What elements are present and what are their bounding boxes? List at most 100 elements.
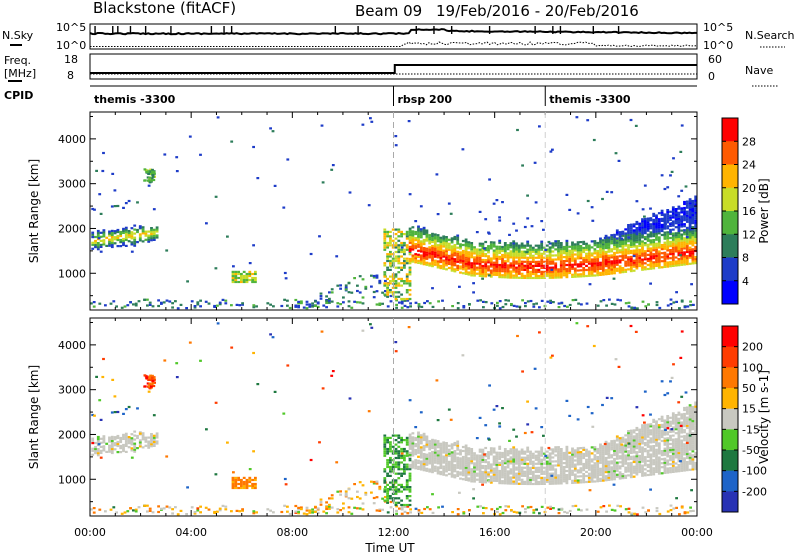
velocity-cell [240,486,243,490]
velocity-cell [386,461,389,464]
power-cell [124,234,128,237]
velocity-cell [102,435,106,438]
power-cell [391,257,395,260]
velocity-cell [490,508,494,511]
power-cell [116,228,120,232]
power-cell [515,254,518,257]
velocity-cell [615,461,619,464]
velocity-cell [423,507,426,511]
velocity-cell [353,483,356,486]
velocity-cell [148,509,152,512]
power-cell [143,168,147,171]
velocity-cell [599,461,602,464]
power-cell [439,258,443,262]
power-cell [453,254,457,257]
velocity-cell [419,442,423,445]
velocity-cell [489,453,493,456]
power-cell [503,252,507,255]
velocity-cell [383,477,387,480]
velocity-cell [559,468,563,471]
velocity-cell [152,414,156,417]
power-cell [489,263,493,266]
velocity-cell [464,444,468,447]
velocity-cell [565,445,569,448]
velocity-cell [596,476,600,479]
power-cell [395,303,398,306]
velocity-cell [509,476,513,479]
velocity-cell [383,450,387,453]
velocity-cell [459,473,462,476]
power-cell [643,227,647,231]
velocity-cell [442,445,446,448]
power-cell [487,251,490,254]
velocity-cell [517,452,521,455]
velocity-cell [557,480,560,483]
velocity-cell [562,476,566,479]
velocity-cell [587,464,591,467]
power-cell [318,235,321,238]
velocity-cell [498,473,502,477]
power-cell [657,254,661,257]
power-cell [563,304,566,308]
velocity-cell [629,461,633,465]
power-cell [660,233,664,237]
power-cell [464,262,468,265]
velocity-cell [655,458,658,461]
velocity-cell [461,445,465,449]
velocity-cell [663,393,667,397]
power-cell [582,242,586,245]
power-cell [610,250,614,253]
power-cell [540,276,544,279]
power-scatter [90,116,698,310]
power-cell [408,241,412,244]
power-cell [543,246,546,249]
velocity-cell [657,452,661,455]
power-cell [498,267,502,271]
velocity-cell [523,474,527,477]
power-cell [503,256,507,259]
velocity-cell [116,451,120,454]
power-cell [666,265,670,268]
velocity-cell [464,470,468,473]
power-cell [481,273,485,276]
power-cell [138,237,142,240]
power-cell [414,245,418,248]
power-cell [436,246,440,249]
power-cell [242,274,246,278]
velocity-cell [473,458,476,461]
velocity-cell [649,469,653,472]
velocity-cell [643,390,647,393]
power-cell [582,248,586,252]
power-cell [618,237,622,240]
power-cell [124,202,128,205]
velocity-cell [523,466,527,469]
velocity-cell [523,462,527,465]
velocity-cell [655,452,658,455]
power-cell [599,263,602,266]
power-cell [230,140,234,143]
power-cell [551,148,554,151]
velocity-cell [655,456,658,459]
velocity-cell [445,470,448,473]
velocity-cell [358,481,362,484]
power-cell [102,235,106,238]
velocity-cell [599,459,602,462]
power-cell [254,272,257,276]
velocity-cell [666,461,670,464]
velocity-cell [520,468,524,471]
velocity-cell [643,474,647,477]
power-cell [688,214,692,217]
velocity-cell [557,450,560,453]
velocity-cell [607,478,611,481]
power-cell [132,303,135,306]
velocity-cell [130,433,134,436]
velocity-cell [473,478,476,481]
power-cell [503,246,507,249]
power-cell [453,252,457,255]
power-cell [501,247,504,251]
velocity-cell [562,466,566,469]
velocity-cell [231,476,235,479]
power-cell [150,229,153,232]
velocity-cell [237,482,240,486]
power-cell [655,250,658,253]
